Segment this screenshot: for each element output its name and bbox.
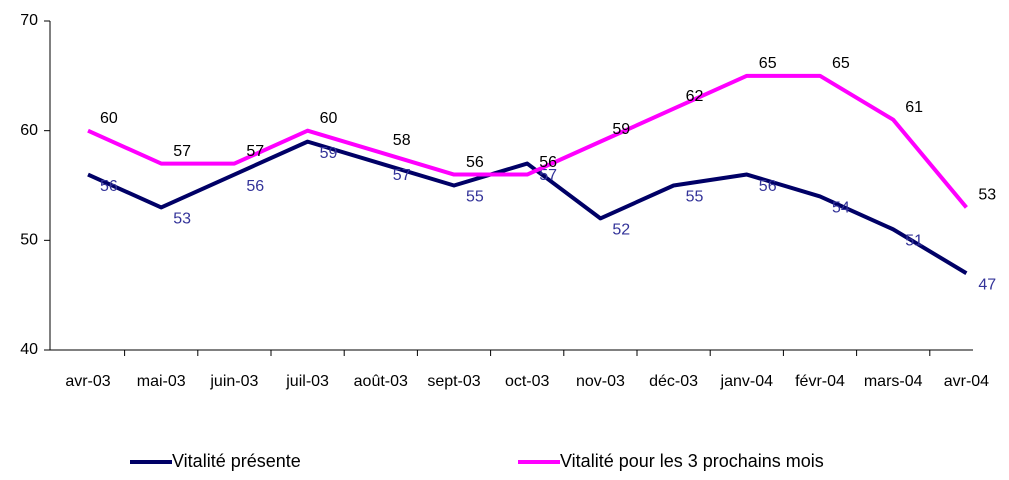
data-label: 57 <box>539 167 557 184</box>
data-label: 59 <box>612 121 630 138</box>
data-label: 54 <box>832 200 850 217</box>
data-label: 65 <box>832 55 850 72</box>
data-label: 55 <box>466 189 484 206</box>
y-tick-label: 50 <box>20 232 38 249</box>
y-tick-label: 70 <box>20 12 38 29</box>
data-label: 56 <box>246 178 264 195</box>
x-tick-label: nov-03 <box>576 373 625 390</box>
data-label: 56 <box>100 178 118 195</box>
x-tick-label: sept-03 <box>427 373 480 390</box>
series-line <box>87 139 968 275</box>
x-tick-label: juin-03 <box>209 373 258 390</box>
x-tick-label: avr-03 <box>65 373 110 390</box>
data-label: 55 <box>686 189 704 206</box>
y-tick-label: 40 <box>20 341 38 358</box>
x-tick-label: mars-04 <box>864 373 923 390</box>
data-label: 61 <box>905 99 923 116</box>
data-label: 59 <box>320 145 338 162</box>
x-tick-label: oct-03 <box>505 373 550 390</box>
x-tick-label: juil-03 <box>285 373 329 390</box>
x-tick-label: janv-04 <box>720 373 774 390</box>
data-label: 47 <box>978 276 996 293</box>
legend-label: Vitalité présente <box>172 451 301 471</box>
legend-label: Vitalité pour les 3 prochains mois <box>560 451 824 471</box>
data-label: 56 <box>539 154 557 171</box>
data-label: 51 <box>905 233 923 250</box>
data-label: 62 <box>686 88 704 105</box>
data-label: 53 <box>173 211 191 228</box>
y-tick-label: 60 <box>20 122 38 139</box>
x-tick-label: févr-04 <box>795 373 845 390</box>
data-label: 58 <box>393 132 411 149</box>
data-label: 56 <box>759 178 777 195</box>
data-label: 60 <box>100 110 118 127</box>
x-tick-label: mai-03 <box>137 373 186 390</box>
data-label: 52 <box>612 222 630 239</box>
data-label: 57 <box>246 143 264 160</box>
series-line <box>87 73 968 209</box>
x-tick-label: août-03 <box>354 373 408 390</box>
data-label: 57 <box>173 143 191 160</box>
data-label: 60 <box>320 110 338 127</box>
data-label: 53 <box>978 187 996 204</box>
data-label: 56 <box>466 154 484 171</box>
x-tick-label: avr-04 <box>944 373 989 390</box>
x-tick-label: déc-03 <box>649 373 698 390</box>
data-label: 57 <box>393 167 411 184</box>
data-label: 65 <box>759 55 777 72</box>
